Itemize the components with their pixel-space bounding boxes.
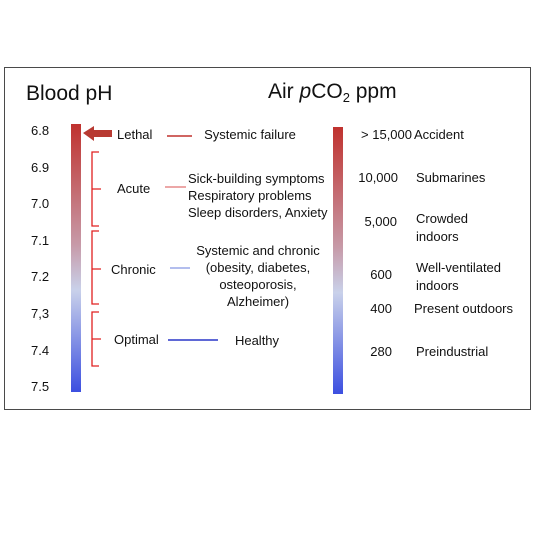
co2-place: Accident <box>414 127 464 142</box>
ph-tick: 7.5 <box>31 379 50 394</box>
description-lethal: Systemic failure <box>204 127 296 142</box>
co2-value: 600 <box>370 267 392 282</box>
co2-value: > 15,000 <box>361 127 412 142</box>
ph-tick: 6.8 <box>31 123 50 138</box>
bracket-acute <box>91 151 101 227</box>
ph-tick: 7.2 <box>31 269 50 284</box>
co2-value: 5,000 <box>364 214 397 229</box>
ph-tick: 7,3 <box>31 306 50 321</box>
co2-gradient-bar <box>333 127 343 394</box>
category-label-acute: Acute <box>117 181 151 196</box>
co2-value: 280 <box>370 344 392 359</box>
category-label-lethal: Lethal <box>117 127 153 142</box>
description-optimal: Healthy <box>234 333 280 348</box>
bracket-optimal <box>91 311 101 367</box>
air-pco2-title: Air pCO2 ppm <box>268 80 397 105</box>
co2-value: 400 <box>370 301 392 316</box>
co2-place: Well-ventilated indoors <box>416 260 502 293</box>
ph-gradient-bar <box>71 124 81 392</box>
lethal-arrow-icon <box>83 126 112 141</box>
co2-place: Preindustrial <box>416 344 489 359</box>
diagram-frame <box>4 67 531 410</box>
category-label-chronic: Chronic <box>111 262 156 277</box>
ph-tick: 6.9 <box>31 160 50 175</box>
description-chronic: Systemic and chronic (obesity, diabetes,… <box>196 243 320 309</box>
co2-place: Crowded indoors <box>416 211 469 244</box>
category-label-optimal: Optimal <box>114 332 159 347</box>
ph-tick: 7.0 <box>31 196 50 211</box>
co2-place: Present outdoors <box>414 301 514 316</box>
ph-tick: 7.4 <box>31 343 50 358</box>
bracket-chronic <box>91 230 101 305</box>
co2-value: 10,000 <box>358 170 398 185</box>
ph-tick: 7.1 <box>31 233 50 248</box>
blood-ph-title: Blood pH <box>26 82 113 105</box>
co2-place: Submarines <box>416 170 486 185</box>
description-acute: Sick-building symptoms Respiratory probl… <box>188 171 328 220</box>
